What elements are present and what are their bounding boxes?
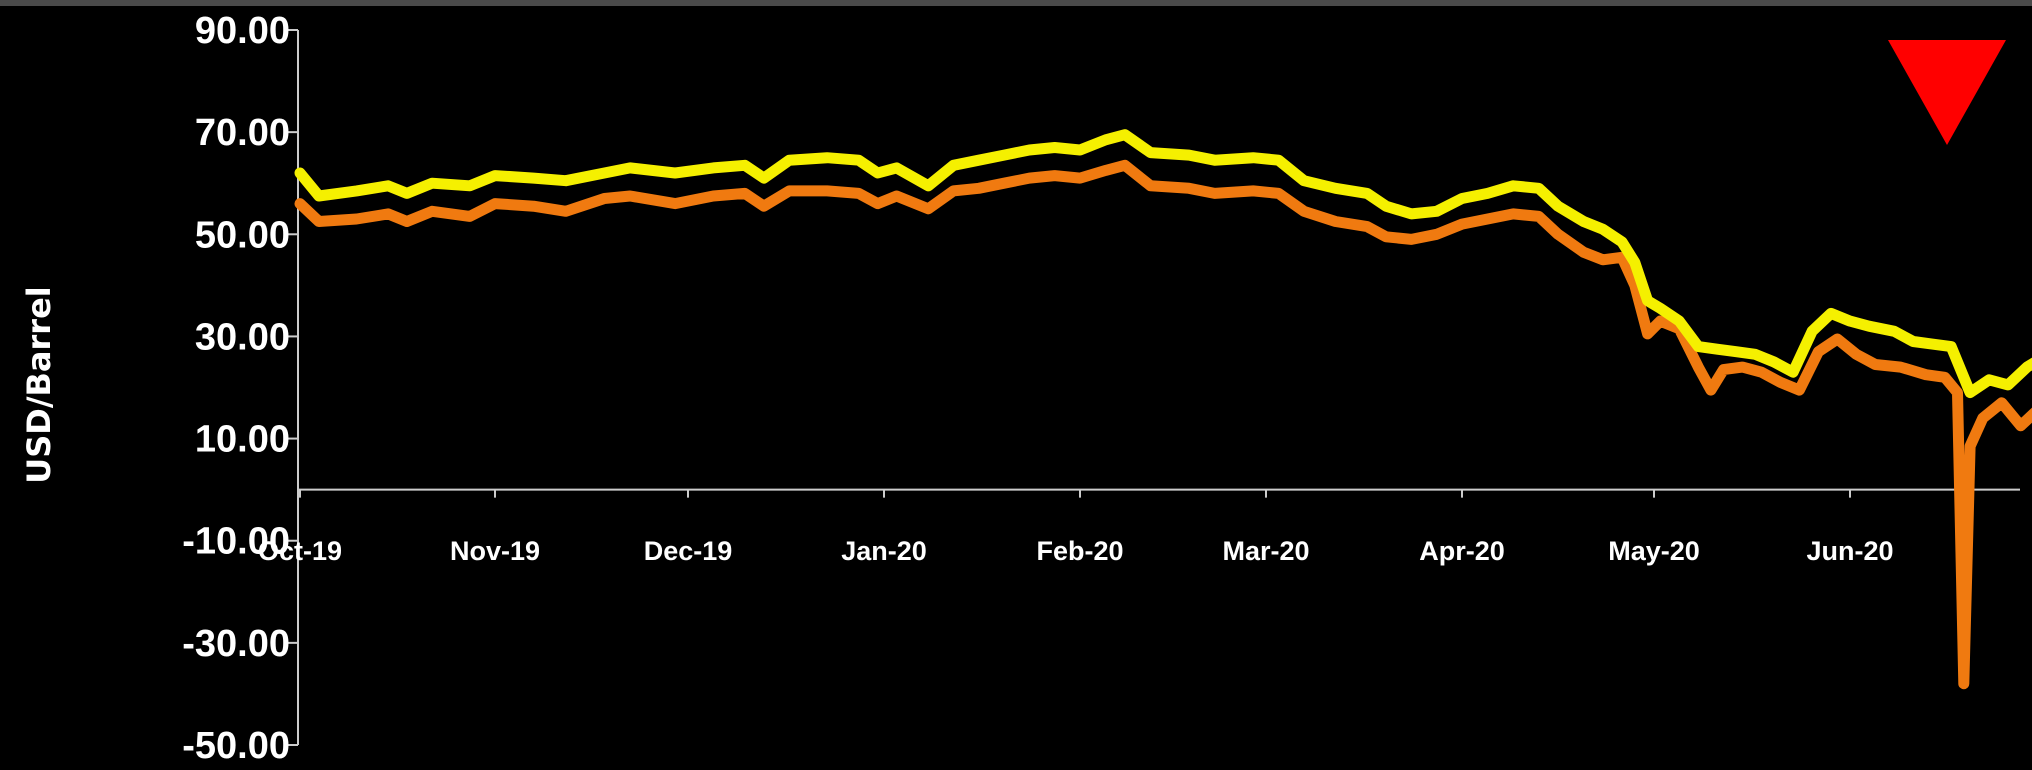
axes <box>297 30 2020 745</box>
top-bar <box>0 0 2032 6</box>
y-axis-ticks: 90.00 70.00 50.00 30.00 10.00 -10.00 -30.00 -50… <box>182 10 298 767</box>
y-tick-label: -30.00 <box>182 623 290 665</box>
series-line <box>294 129 2032 399</box>
y-tick-label: 10.00 <box>195 419 290 461</box>
down-triangle-icon <box>1888 40 2006 145</box>
x-axis-ticks: Oct-19 Nov-19 Dec-19 Jan-20 Feb-20 Mar-20 Apr-… <box>258 489 1894 566</box>
y-tick-label: 50.00 <box>195 214 290 256</box>
x-tick-label: Dec-19 <box>644 536 733 566</box>
y-tick-label: 70.00 <box>195 112 290 154</box>
series-line <box>294 159 2032 690</box>
x-tick-label: May-20 <box>1608 536 1700 566</box>
series-lines <box>294 129 2032 690</box>
x-tick-label: Jan-20 <box>841 536 927 566</box>
y-tick-label: -50.00 <box>182 725 290 767</box>
x-tick-label: Feb-20 <box>1036 536 1123 566</box>
x-tick-label: Apr-20 <box>1419 536 1505 566</box>
y-tick-label: 90.00 <box>195 10 290 52</box>
x-tick-label: Mar-20 <box>1222 536 1309 566</box>
x-tick-label: Jun-20 <box>1806 536 1893 566</box>
x-tick-label: Nov-19 <box>450 536 540 566</box>
y-tick-label: 30.00 <box>195 316 290 358</box>
y-tick-label: -10.00 <box>182 521 290 563</box>
y-axis-label: USD/Barrel <box>20 286 58 484</box>
x-tick-label: Oct-19 <box>258 536 342 566</box>
